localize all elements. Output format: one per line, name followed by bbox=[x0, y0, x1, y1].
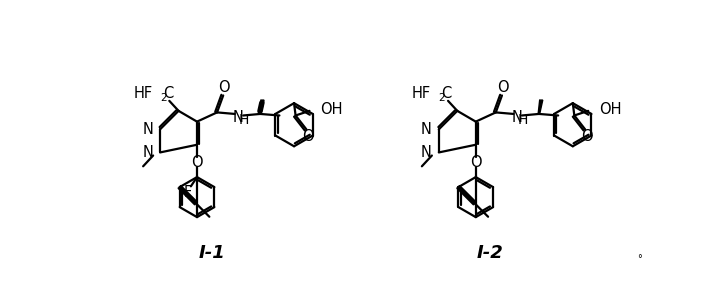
Text: HF: HF bbox=[133, 86, 152, 101]
Text: HF: HF bbox=[412, 86, 431, 101]
Text: O: O bbox=[191, 155, 203, 170]
Text: 2: 2 bbox=[160, 93, 167, 103]
Text: O: O bbox=[581, 129, 592, 144]
Polygon shape bbox=[259, 100, 264, 114]
Text: O: O bbox=[497, 80, 508, 95]
Text: OH: OH bbox=[599, 102, 621, 117]
Text: I-1: I-1 bbox=[198, 244, 225, 262]
Text: OH: OH bbox=[320, 102, 342, 117]
Text: O: O bbox=[218, 80, 230, 95]
Text: N: N bbox=[232, 109, 243, 124]
Text: N: N bbox=[142, 145, 153, 160]
Text: N: N bbox=[421, 145, 432, 160]
Text: F: F bbox=[184, 185, 192, 200]
Text: C: C bbox=[163, 86, 173, 101]
Text: H: H bbox=[518, 113, 528, 127]
Text: N: N bbox=[142, 122, 153, 137]
Text: N: N bbox=[511, 109, 522, 124]
Text: O: O bbox=[302, 129, 313, 144]
Polygon shape bbox=[538, 100, 543, 114]
Text: I-2: I-2 bbox=[477, 244, 504, 262]
Text: O: O bbox=[470, 155, 481, 170]
Text: H: H bbox=[239, 113, 249, 127]
Text: N: N bbox=[421, 122, 432, 137]
Text: C: C bbox=[442, 86, 452, 101]
Text: 2: 2 bbox=[439, 93, 445, 103]
Text: °: ° bbox=[636, 254, 641, 264]
